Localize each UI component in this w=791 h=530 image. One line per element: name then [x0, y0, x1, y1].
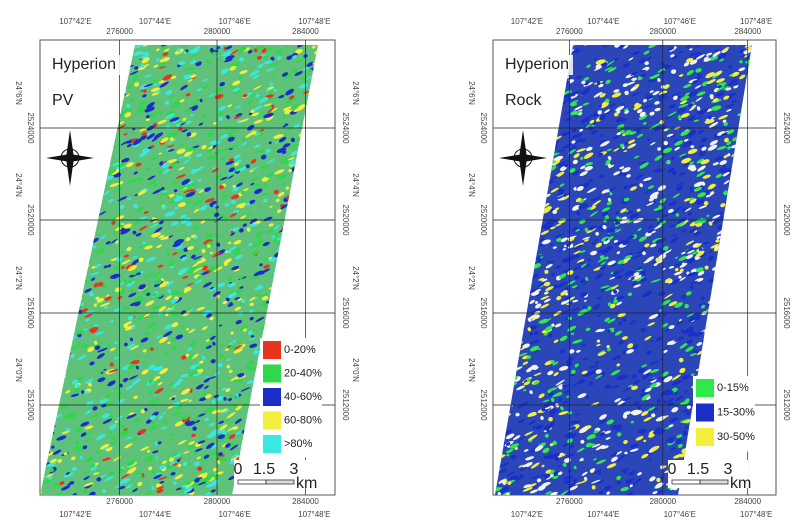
northing-label: 2516000: [26, 297, 35, 329]
legend-label: >80%: [284, 438, 313, 450]
longitude-label: 107°44'E: [587, 17, 619, 26]
scale-label: 0: [668, 461, 677, 478]
northing-label: 2524000: [479, 112, 488, 144]
latitude-label: 24°2'N: [351, 266, 360, 290]
longitude-label: 107°42'E: [59, 510, 91, 519]
longitude-label: 107°48'E: [740, 510, 772, 519]
longitude-label: 107°46'E: [219, 510, 251, 519]
longitude-label: 107°42'E: [59, 17, 91, 26]
legend-swatch: [263, 388, 281, 406]
longitude-label: 107°44'E: [139, 510, 171, 519]
scale-bar: [672, 480, 700, 484]
longitude-label: 107°42'E: [511, 17, 543, 26]
layer-title: PV: [52, 92, 74, 109]
scale-bar: [700, 480, 728, 484]
easting-label: 276000: [106, 27, 133, 36]
easting-label: 276000: [556, 497, 583, 506]
easting-label: 280000: [204, 27, 231, 36]
easting-label: 276000: [106, 497, 133, 506]
sensor-title: Hyperion: [52, 56, 116, 73]
northing-label: 2512000: [341, 389, 350, 421]
longitude-label: 107°46'E: [219, 17, 251, 26]
easting-label: 280000: [204, 497, 231, 506]
longitude-label: 107°44'E: [139, 17, 171, 26]
easting-label: 284000: [734, 497, 761, 506]
northing-label: 2516000: [782, 297, 791, 329]
latitude-label: 24°4'N: [351, 173, 360, 197]
latitude-label: 24°0'N: [14, 358, 23, 382]
scale-bar: [266, 480, 294, 484]
latitude-label: 24°6'N: [351, 81, 360, 105]
longitude-label: 107°44'E: [587, 510, 619, 519]
northing-label: 2512000: [782, 389, 791, 421]
legend-label: 0-20%: [284, 344, 316, 356]
longitude-label: 107°42'E: [511, 510, 543, 519]
layer-title: Rock: [505, 92, 542, 109]
northing-label: 2512000: [479, 389, 488, 421]
easting-label: 284000: [734, 27, 761, 36]
northing-label: 2524000: [26, 112, 35, 144]
scale-label: 1.5: [687, 461, 709, 478]
latitude-label: 24°2'N: [467, 266, 476, 290]
legend-swatch: [696, 428, 714, 446]
northing-label: 2512000: [26, 389, 35, 421]
legend-label: 30-50%: [717, 431, 755, 443]
easting-label: 284000: [292, 27, 319, 36]
northing-label: 2520000: [479, 204, 488, 236]
latitude-label: 24°6'N: [467, 81, 476, 105]
longitude-label: 107°48'E: [298, 17, 330, 26]
scale-unit: km: [296, 475, 317, 492]
latitude-label: 24°0'N: [467, 358, 476, 382]
latitude-label: 24°4'N: [14, 173, 23, 197]
easting-label: 276000: [556, 27, 583, 36]
legend-swatch: [263, 435, 281, 453]
legend-swatch: [696, 404, 714, 422]
scale-label: 0: [234, 461, 243, 478]
latitude-label: 24°0'N: [351, 358, 360, 382]
northing-label: 2520000: [26, 204, 35, 236]
legend-label: 15-30%: [717, 406, 755, 418]
northing-label: 2524000: [341, 112, 350, 144]
northing-label: 2520000: [782, 204, 791, 236]
map-panel: 107°42'E 107°44'E 107°46'E 107°48'E 276000 28…: [467, 17, 791, 519]
easting-label: 280000: [649, 27, 676, 36]
longitude-label: 107°48'E: [298, 510, 330, 519]
scale-label: 1.5: [253, 461, 275, 478]
northing-label: 2516000: [341, 297, 350, 329]
longitude-label: 107°48'E: [740, 17, 772, 26]
map-panel: 107°42'E 107°44'E 107°46'E 107°48'E 276000 28…: [14, 17, 360, 519]
easting-label: 284000: [292, 497, 319, 506]
latitude-label: 24°6'N: [14, 81, 23, 105]
northing-label: 2524000: [782, 112, 791, 144]
longitude-label: 107°46'E: [664, 510, 696, 519]
longitude-label: 107°46'E: [664, 17, 696, 26]
northing-label: 2520000: [341, 204, 350, 236]
legend-swatch: [696, 379, 714, 397]
sensor-title: Hyperion: [505, 56, 569, 73]
latitude-label: 24°4'N: [467, 173, 476, 197]
legend-label: 0-15%: [717, 382, 749, 394]
latitude-label: 24°2'N: [14, 266, 23, 290]
legend-label: 60-80%: [284, 414, 322, 426]
legend-swatch: [263, 341, 281, 359]
scale-unit: km: [730, 475, 751, 492]
legend-label: 40-60%: [284, 391, 322, 403]
northing-label: 2516000: [479, 297, 488, 329]
legend-label: 20-40%: [284, 367, 322, 379]
legend-swatch: [263, 365, 281, 383]
easting-label: 280000: [649, 497, 676, 506]
scale-bar: [238, 480, 266, 484]
legend-swatch: [263, 412, 281, 430]
